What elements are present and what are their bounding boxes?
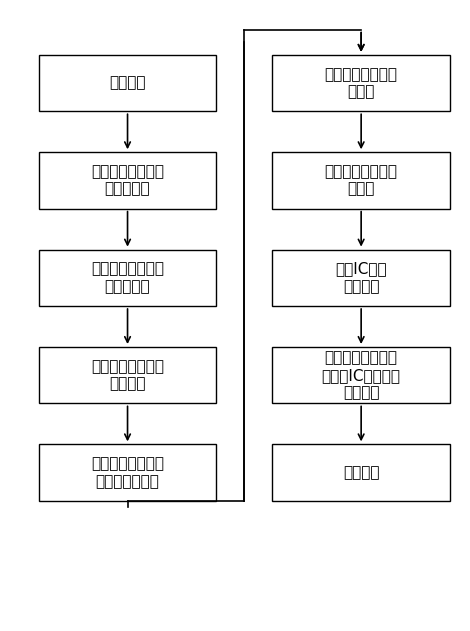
- FancyBboxPatch shape: [39, 55, 216, 111]
- FancyBboxPatch shape: [273, 152, 450, 209]
- Text: 采集玻璃右外部靶
标位置: 采集玻璃右外部靶 标位置: [325, 164, 398, 197]
- FancyBboxPatch shape: [39, 152, 216, 209]
- FancyBboxPatch shape: [273, 347, 450, 403]
- FancyBboxPatch shape: [273, 249, 450, 306]
- Text: 采集标准产品右外
部靶标位置: 采集标准产品右外 部靶标位置: [91, 262, 164, 294]
- FancyBboxPatch shape: [39, 249, 216, 306]
- Text: 相机标定: 相机标定: [110, 76, 146, 91]
- FancyBboxPatch shape: [39, 347, 216, 403]
- FancyBboxPatch shape: [273, 55, 450, 111]
- FancyBboxPatch shape: [273, 444, 450, 501]
- Text: 采集IC内部
靶标位置: 采集IC内部 靶标位置: [335, 262, 387, 294]
- FancyBboxPatch shape: [39, 444, 216, 501]
- Text: 采集标准产品内部
靶标位置: 采集标准产品内部 靶标位置: [91, 359, 164, 391]
- Text: 采集标准产品左外
部靶标位置: 采集标准产品左外 部靶标位置: [91, 164, 164, 197]
- Text: 对位完成: 对位完成: [343, 465, 379, 480]
- Text: 采集玻璃左外部靶
标位置: 采集玻璃左外部靶 标位置: [325, 67, 398, 99]
- Text: 计算玻璃虚拟内部
靶标到IC内部靶标
的偏移量: 计算玻璃虚拟内部 靶标到IC内部靶标 的偏移量: [321, 350, 400, 400]
- Text: 计算外部靶标到内
部靶标对应关系: 计算外部靶标到内 部靶标对应关系: [91, 456, 164, 489]
